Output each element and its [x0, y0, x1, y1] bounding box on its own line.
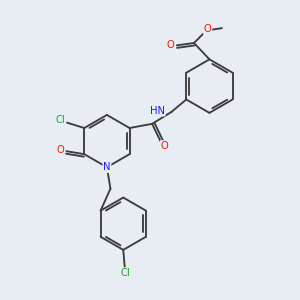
Text: O: O	[161, 141, 169, 151]
Text: N: N	[103, 162, 111, 172]
Text: O: O	[57, 145, 64, 155]
Text: HN: HN	[150, 106, 165, 116]
Text: Cl: Cl	[55, 115, 65, 125]
Text: O: O	[204, 24, 212, 34]
Text: Cl: Cl	[121, 268, 130, 278]
Text: O: O	[167, 40, 175, 50]
